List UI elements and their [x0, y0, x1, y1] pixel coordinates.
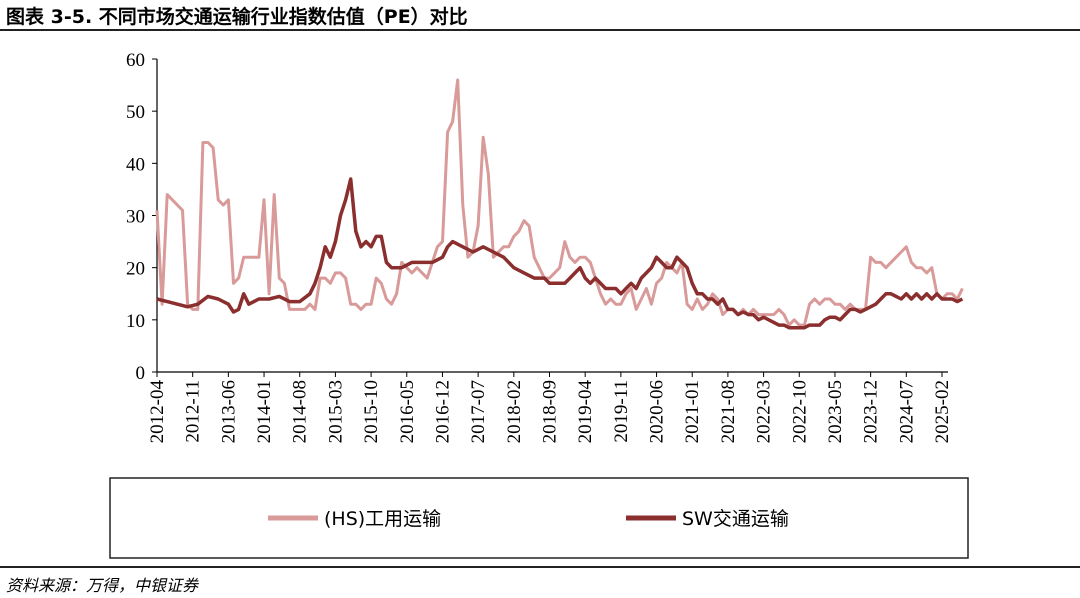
x-tick-label: 2021-01 [682, 380, 703, 443]
x-tick-label: 2022-10 [789, 380, 810, 443]
x-tick-label: 2014-08 [290, 380, 311, 443]
x-tick-label: 2023-12 [861, 380, 882, 443]
x-tick-label: 2016-12 [432, 380, 453, 443]
chart-title: 图表 3-5. 不同市场交通运输行业指数估值（PE）对比 [6, 6, 468, 28]
y-tick-label: 10 [126, 311, 145, 332]
x-tick-label: 2018-09 [540, 380, 561, 443]
x-tick-label: 2015-10 [361, 380, 382, 443]
y-tick-label: 20 [126, 259, 145, 280]
axes: 0 10 20 30 40 50 60 2012-04 2012-11 2013-06 2014-0… [126, 50, 953, 443]
legend: (HS)工用运输 SW交通运输 [109, 477, 969, 559]
source-note: 资料来源：万得，中银证券 [6, 576, 199, 595]
legend-label-hs: (HS)工用运输 [324, 508, 441, 530]
x-tick-label: 2022-03 [754, 380, 775, 443]
x-tick-label: 2014-01 [254, 380, 275, 443]
x-tick-label: 2012-04 [147, 380, 168, 444]
y-tick-label: 40 [126, 154, 145, 175]
x-tick-label: 2016-05 [397, 380, 418, 443]
legend-label-sw: SW交通运输 [682, 508, 789, 530]
y-tick-label: 50 [126, 102, 145, 123]
x-tick-label: 2019-04 [575, 380, 596, 444]
y-tick-label: 0 [136, 363, 146, 384]
legend-box [109, 477, 969, 559]
x-tick-label: 2023-05 [825, 380, 846, 443]
x-tick-label: 2019-11 [611, 380, 632, 443]
x-tick-label: 2012-11 [183, 380, 204, 443]
top-rule [0, 29, 1080, 31]
x-tick-label: 2021-08 [718, 380, 739, 443]
series-line-hs [155, 78, 964, 327]
y-tick-label: 60 [126, 50, 145, 71]
x-tick-label: 2013-06 [218, 380, 239, 443]
x-tick-label: 2015-03 [325, 380, 346, 443]
x-tick-label: 2024-07 [896, 380, 917, 443]
x-tick-label: 2025-02 [932, 380, 953, 443]
x-tick-label: 2020-06 [647, 380, 668, 443]
y-tick-label: 30 [126, 207, 145, 228]
x-tick-label: 2017-07 [468, 380, 489, 443]
bottom-rule [0, 566, 1080, 568]
series-lines [155, 78, 964, 330]
series-line-sw [156, 177, 964, 330]
x-tick-label: 2018-02 [504, 380, 525, 443]
